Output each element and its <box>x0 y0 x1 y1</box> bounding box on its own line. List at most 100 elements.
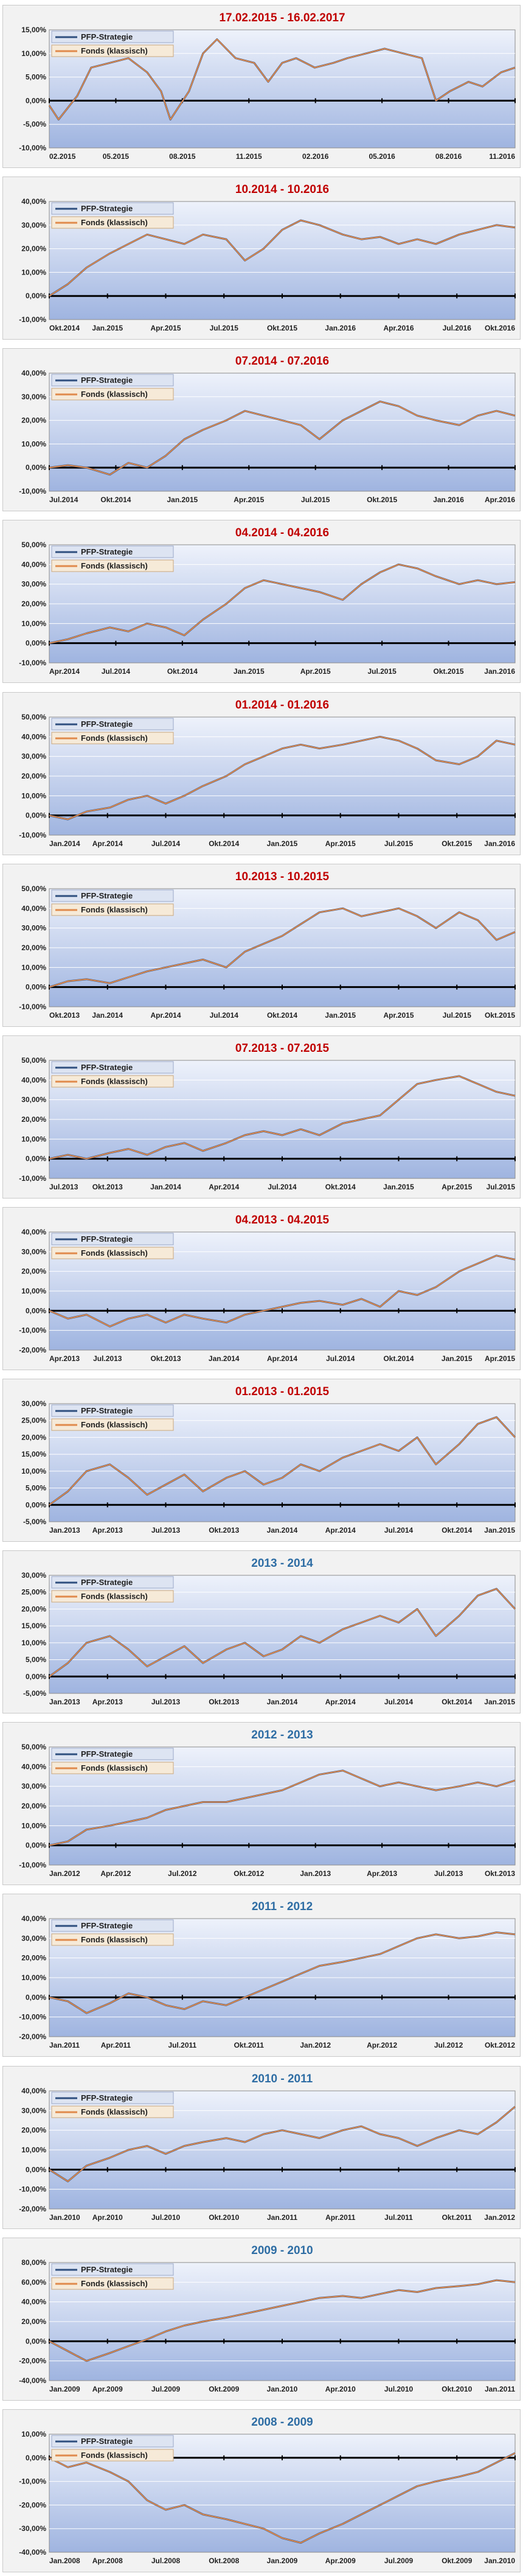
legend-box-1 <box>51 374 174 387</box>
x-tick-label: Apr.2014 <box>325 1698 356 1706</box>
x-tick-label: Jan.2016 <box>484 667 515 676</box>
y-tick-label: -20,00% <box>19 1346 46 1354</box>
x-tick-label: Okt.2014 <box>209 839 239 848</box>
y-tick-label: 80,00% <box>21 2258 46 2267</box>
y-tick-label: -20,00% <box>19 2501 46 2509</box>
chart-svg: 2011 - 2012 40,00% 30,00% 20,00% 10,00% 0,00%… <box>19 1900 516 2049</box>
legend-box-2 <box>51 1247 174 1259</box>
x-tick-label: Apr.2016 <box>383 324 414 332</box>
legend-label-fonds: Fonds (klassisch) <box>81 1248 148 1258</box>
legend-label-fonds: Fonds (klassisch) <box>81 905 148 914</box>
x-tick-label: Jul.2013 <box>151 1526 181 1535</box>
y-tick-label: 10,00% <box>21 1973 46 1982</box>
chart-panel: 2008 - 2009 10,00% 0,00% -10,00% -20,00% -30,… <box>2 2409 521 2572</box>
chart-title: 01.2014 - 01.2016 <box>235 699 329 712</box>
legend-label-fonds: Fonds (klassisch) <box>81 561 148 570</box>
y-tick-label: 5,00% <box>26 1656 46 1664</box>
chart-panel: 17.02.2015 - 16.02.2017 15,00% 10,00% 5,00%… <box>2 5 521 168</box>
legend-label-fonds: Fonds (klassisch) <box>81 2279 148 2288</box>
x-tick-label: Jul.2014 <box>384 1526 414 1535</box>
series-line-fonds-klassisch <box>49 2106 516 2182</box>
chart-svg: 04.2014 - 04.2016 50,00% 40,00% 30,00% 20,00… <box>19 527 516 676</box>
legend-label-pfp: PFP-Strategie <box>81 2093 133 2102</box>
series-line-fonds-klassisch <box>49 401 516 475</box>
series-line-fonds-klassisch <box>49 908 516 988</box>
x-tick-label: Jan.2008 <box>49 2557 80 2565</box>
y-tick-label: 0,00% <box>26 639 46 648</box>
x-tick-label: Jul.2011 <box>168 2041 196 2049</box>
chart-svg: 10.2014 - 10.2016 40,00% 30,00% 20,00% 10,00… <box>19 183 516 332</box>
x-tick-label: Apr.2012 <box>367 2041 397 2049</box>
y-tick-label: -40,00% <box>19 2376 46 2385</box>
legend-box-1 <box>51 2435 174 2448</box>
legend-box-2 <box>51 2449 174 2462</box>
x-tick-label: Apr.2014 <box>49 667 80 676</box>
legend-box-1 <box>51 1748 174 1760</box>
x-tick-label: Okt.2013 <box>92 1183 123 1191</box>
x-tick-label: Apr.2011 <box>101 2041 131 2049</box>
legend-box-2 <box>51 44 174 57</box>
legend-label-pfp: PFP-Strategie <box>81 1921 133 1930</box>
legend-label-pfp: PFP-Strategie <box>81 1578 133 1587</box>
legend-label-pfp: PFP-Strategie <box>81 547 133 556</box>
series-line-fonds-klassisch <box>49 1931 516 2014</box>
chart-panel: 07.2013 - 07.2015 50,00% 40,00% 30,00% 20,00… <box>2 1035 521 1199</box>
y-tick-label: 10,00% <box>21 439 46 448</box>
y-tick-label: 0,00% <box>26 1841 46 1850</box>
chart-title: 2008 - 2009 <box>251 2416 313 2429</box>
x-tick-label: Jul.2009 <box>151 2385 181 2393</box>
legend-box-2 <box>51 216 174 229</box>
x-tick-label: Jan.2013 <box>49 1698 80 1706</box>
x-tick-label: Jul.2014 <box>151 839 181 848</box>
legend-box-2 <box>51 1590 174 1603</box>
legend-box-1 <box>51 202 174 215</box>
x-tick-label: Apr.2013 <box>49 1354 80 1363</box>
x-tick-label: 08.2016 <box>435 152 462 161</box>
legend-box-2 <box>51 1933 174 1946</box>
x-tick-label: 05.2015 <box>103 152 130 161</box>
x-tick-label: Okt.2013 <box>150 1354 181 1363</box>
x-tick-label: Okt.2011 <box>442 2213 473 2222</box>
legend-label-fonds: Fonds (klassisch) <box>81 218 148 227</box>
x-tick-label: Jan.2015 <box>92 324 123 332</box>
chart-title: 07.2013 - 07.2015 <box>235 1042 330 1055</box>
y-tick-label: 30,00% <box>21 2106 46 2115</box>
y-tick-label: 10,00% <box>21 49 46 58</box>
y-tick-label: 30,00% <box>21 221 46 229</box>
y-tick-label: 20,00% <box>21 2317 46 2326</box>
y-tick-label: 40,00% <box>21 2087 46 2095</box>
y-tick-label: -10,00% <box>19 315 46 324</box>
y-tick-label: 0,00% <box>26 463 46 472</box>
x-tick-label: Apr.2009 <box>325 2557 356 2565</box>
legend-label-pfp: PFP-Strategie <box>81 376 133 385</box>
series-line-fonds-klassisch <box>49 220 516 297</box>
chart-title: 01.2013 - 01.2015 <box>235 1385 330 1398</box>
x-tick-label: Jul.2010 <box>384 2385 414 2393</box>
x-tick-label: Okt.2010 <box>209 2213 239 2222</box>
y-tick-label: 20,00% <box>21 1605 46 1613</box>
y-tick-label: 20,00% <box>21 1267 46 1276</box>
chart-svg: 04.2013 - 04.2015 40,00% 30,00% 20,00% 10,00… <box>19 1214 516 1363</box>
y-tick-label: 0,00% <box>26 2337 46 2345</box>
chart-panel: 2013 - 2014 30,00% 25,00% 20,00% 15,00% 10,00… <box>2 1550 521 1713</box>
series-line-fonds-klassisch <box>49 564 516 644</box>
series-line-fonds-klassisch <box>49 736 516 821</box>
y-tick-label: -10,00% <box>19 1003 46 1011</box>
x-tick-label: Jan.2015 <box>442 1354 473 1363</box>
x-tick-label: Jul.2012 <box>434 2041 463 2049</box>
y-tick-label: 50,00% <box>21 884 46 893</box>
y-tick-label: 20,00% <box>21 1115 46 1124</box>
y-tick-label: -20,00% <box>19 2357 46 2365</box>
x-tick-label: Okt.2012 <box>485 2041 515 2049</box>
y-tick-label: 20,00% <box>21 1954 46 1962</box>
chart-svg: 01.2014 - 01.2016 50,00% 40,00% 30,00% 20,00… <box>19 699 516 848</box>
chart-panel: 10.2014 - 10.2016 40,00% 30,00% 20,00% 10,00… <box>2 177 521 340</box>
y-tick-label: 40,00% <box>21 197 46 206</box>
chart-svg: 07.2014 - 07.2016 40,00% 30,00% 20,00% 10,00… <box>19 355 516 504</box>
x-tick-label: Apr.2014 <box>209 1183 239 1191</box>
x-tick-label: Jan.2015 <box>484 1698 515 1706</box>
x-tick-label: Apr.2014 <box>92 839 123 848</box>
y-tick-label: 0,00% <box>26 983 46 992</box>
y-tick-label: 30,00% <box>21 1096 46 1104</box>
legend-label-pfp: PFP-Strategie <box>81 2265 133 2274</box>
